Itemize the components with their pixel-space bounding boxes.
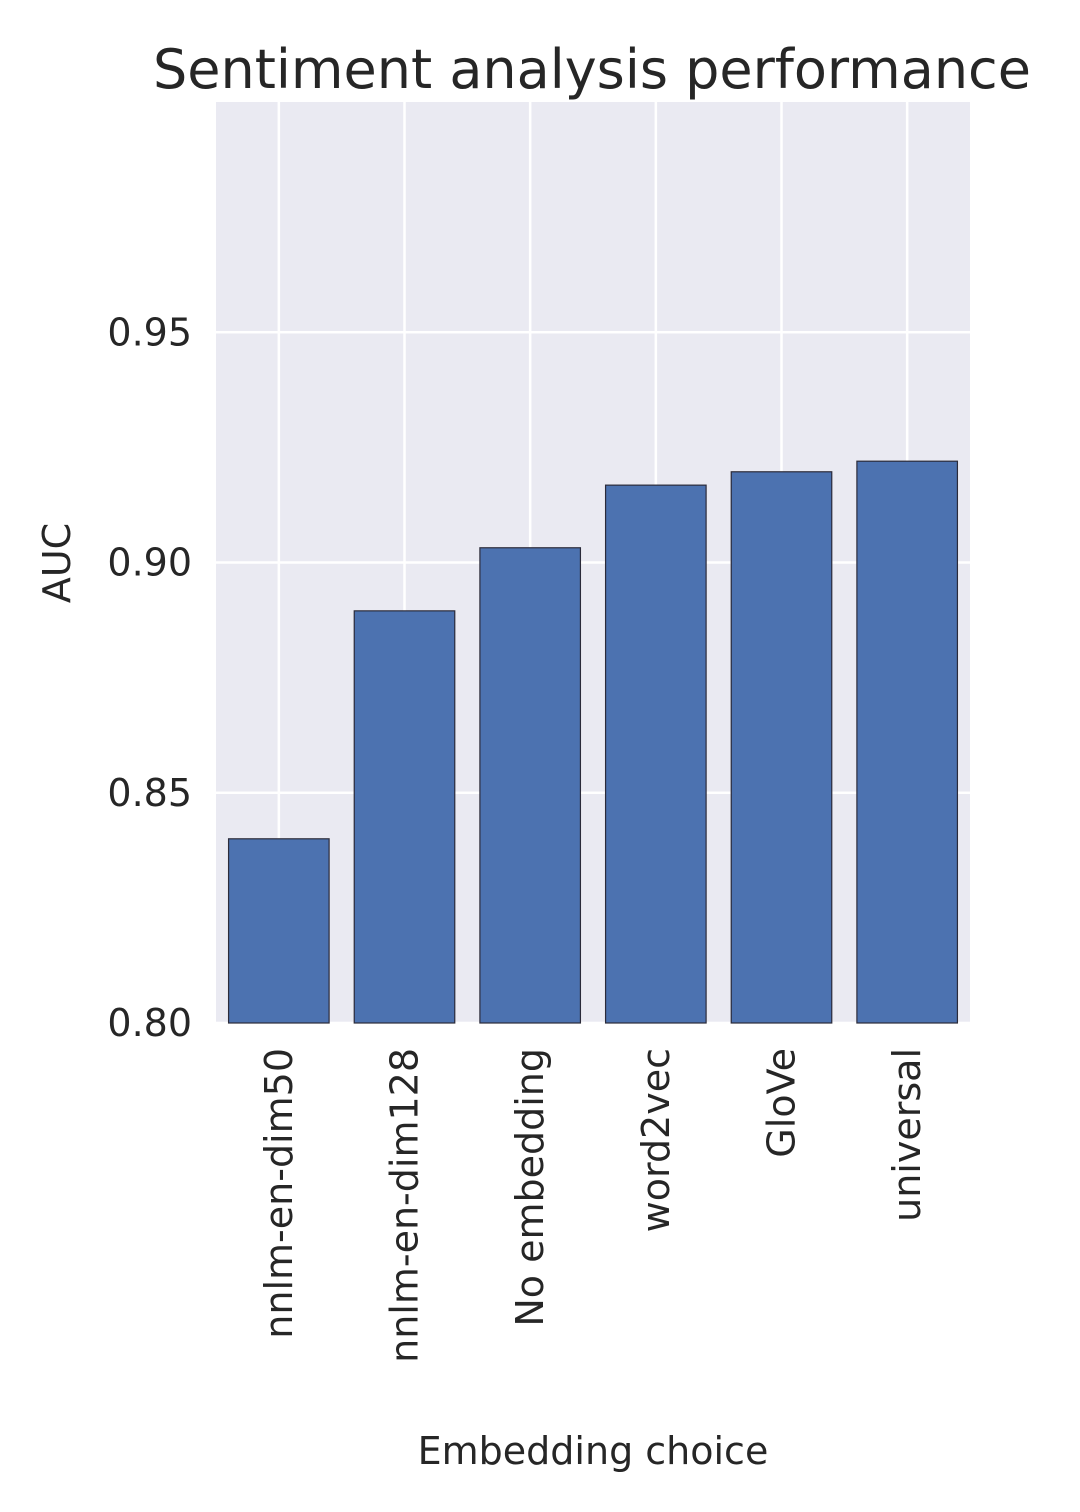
- bar-1: [353, 610, 456, 1024]
- y-axis-label: AUC: [35, 523, 79, 603]
- x-tick-labels: nnlm-en-dim50 nnlm-en-dim128 No embedding w…: [257, 1048, 929, 1363]
- x-tick-label-5: universal: [885, 1048, 929, 1222]
- bar-0: [227, 838, 330, 1024]
- bar-3: [604, 484, 707, 1024]
- bar-2: [479, 547, 582, 1024]
- y-tick-label-0: 0.80: [107, 1001, 192, 1045]
- x-tick-label-3: word2vec: [634, 1048, 678, 1232]
- bars: [227, 460, 959, 1024]
- y-tick-labels: 0.80 0.85 0.90 0.95: [107, 310, 192, 1045]
- x-tick-label-2: No embedding: [508, 1048, 552, 1327]
- y-tick-label-3: 0.95: [107, 310, 192, 354]
- x-axis-label: Embedding choice: [418, 1429, 769, 1473]
- x-tick-label-1: nnlm-en-dim128: [383, 1048, 427, 1363]
- bar-5: [856, 460, 959, 1024]
- x-tick-label-0: nnlm-en-dim50: [257, 1048, 301, 1339]
- y-tick-label-2: 0.90: [107, 541, 192, 585]
- y-tick-label-1: 0.85: [107, 771, 192, 815]
- bar-4: [730, 471, 833, 1024]
- chart-title: Sentiment analysis performance: [153, 38, 1031, 101]
- x-tick-label-4: GloVe: [760, 1048, 804, 1158]
